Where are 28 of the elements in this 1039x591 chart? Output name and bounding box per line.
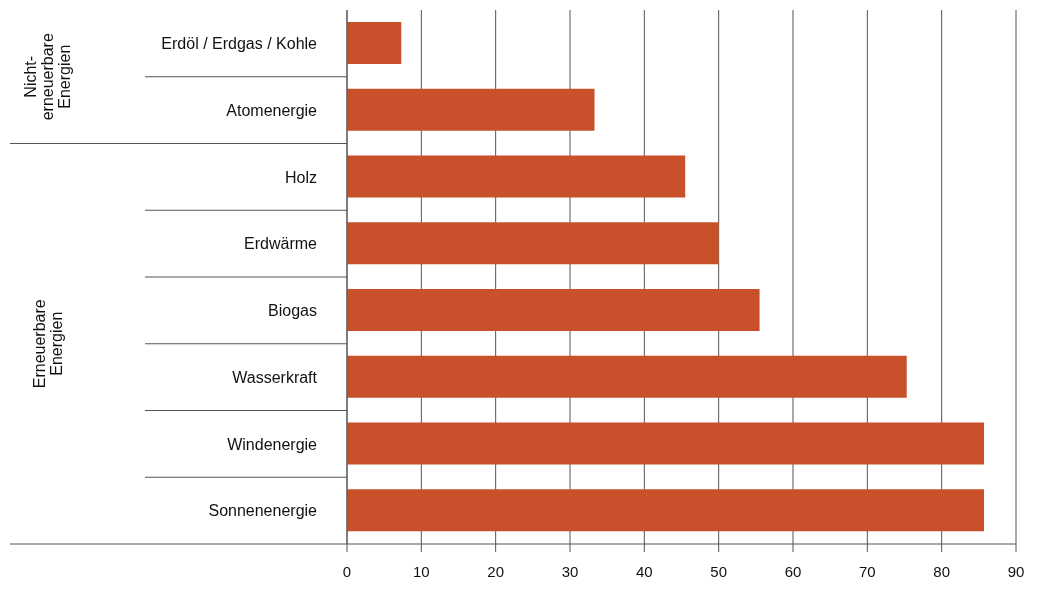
y-tick-label: Windenergie	[227, 435, 318, 453]
x-tick-label: 60	[784, 562, 802, 580]
x-tick-label: 20	[487, 562, 505, 580]
x-tick-label: 40	[635, 562, 653, 580]
bar	[347, 289, 760, 332]
x-tick-label: 10	[412, 562, 430, 580]
x-tick-label: 0	[342, 562, 352, 580]
y-tick-label: Wasserkraft	[232, 368, 318, 386]
y-tick-label: Holz	[284, 168, 317, 186]
y-tick-label: Atomenergie	[226, 101, 318, 119]
bar	[347, 222, 719, 265]
x-tick-label: 70	[858, 562, 876, 580]
y-tick-label: Erdwärme	[244, 235, 318, 253]
x-tick-label: 50	[710, 562, 728, 580]
bar	[347, 88, 595, 131]
bar	[347, 422, 985, 465]
x-tick-label: 80	[933, 562, 951, 580]
x-tick-label: 90	[1007, 562, 1025, 580]
bar	[347, 489, 985, 532]
bar	[347, 155, 686, 198]
x-tick-label: 30	[561, 562, 579, 580]
bar	[347, 355, 907, 398]
y-tick-label: Sonnenenergie	[208, 502, 318, 520]
text: Erneuerbare Energien	[30, 299, 65, 389]
y-tick-label: Biogas	[268, 302, 317, 320]
text: Nicht-erneuerbare Energien	[22, 33, 73, 121]
bar	[347, 22, 402, 65]
y-tick-label: Erdöl / Erdgas / Kohle	[161, 35, 318, 53]
